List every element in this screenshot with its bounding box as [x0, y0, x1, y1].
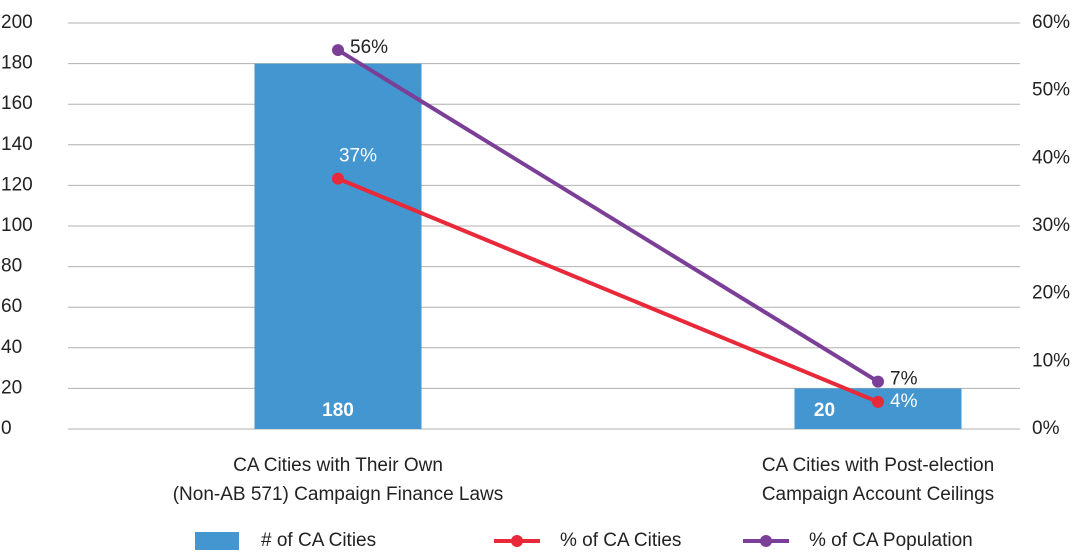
y2-tick-label: 60% [1032, 12, 1070, 33]
y-tick-label: 80 [1, 256, 22, 277]
x-tick-label: (Non-AB 571) Campaign Finance Laws [173, 484, 504, 505]
point [332, 44, 344, 57]
bar-value-label: 20 [814, 400, 835, 421]
y2-tick-label: 20% [1032, 283, 1070, 304]
line-value-label: 37% [339, 146, 377, 167]
y2-tick-label: 30% [1032, 215, 1070, 236]
legend-label: % of CA Population [809, 530, 973, 551]
bar-value-label: 180 [322, 400, 354, 421]
legend-swatch [511, 535, 523, 547]
legend-label: # of CA Cities [261, 530, 376, 551]
x-tick-label: CA Cities with Post-election [762, 455, 994, 476]
legend-swatch [195, 532, 239, 550]
bar [254, 63, 422, 429]
y2-tick-label: 50% [1032, 80, 1070, 101]
y2-tick-label: 10% [1032, 350, 1070, 371]
x-tick-label: Campaign Account Ceilings [762, 484, 994, 505]
line [336, 48, 880, 384]
y-tick-label: 200 [1, 12, 33, 33]
y-tick-label: 20 [1, 377, 22, 398]
y-tick-label: 140 [1, 134, 33, 155]
x-tick-label: CA Cities with Their Own [233, 455, 443, 476]
point [332, 172, 344, 185]
line-value-label: 7% [890, 369, 918, 390]
legend-label: % of CA Cities [560, 530, 681, 551]
line-value-label: 56% [350, 37, 388, 58]
y2-tick-label: 40% [1032, 147, 1070, 168]
point [872, 395, 884, 408]
line-value-label: 4% [890, 391, 918, 412]
point [872, 375, 884, 388]
y-tick-label: 180 [1, 53, 33, 74]
y-tick-label: 160 [1, 93, 33, 114]
y2-tick-label: 0% [1032, 418, 1060, 439]
line [337, 176, 879, 404]
legend-swatch [760, 535, 772, 547]
y-tick-label: 60 [1, 296, 22, 317]
y-tick-label: 120 [1, 174, 33, 195]
y-tick-label: 0 [1, 418, 12, 439]
y-tick-label: 40 [1, 337, 22, 358]
y-tick-label: 100 [1, 215, 33, 236]
bar [794, 388, 962, 429]
